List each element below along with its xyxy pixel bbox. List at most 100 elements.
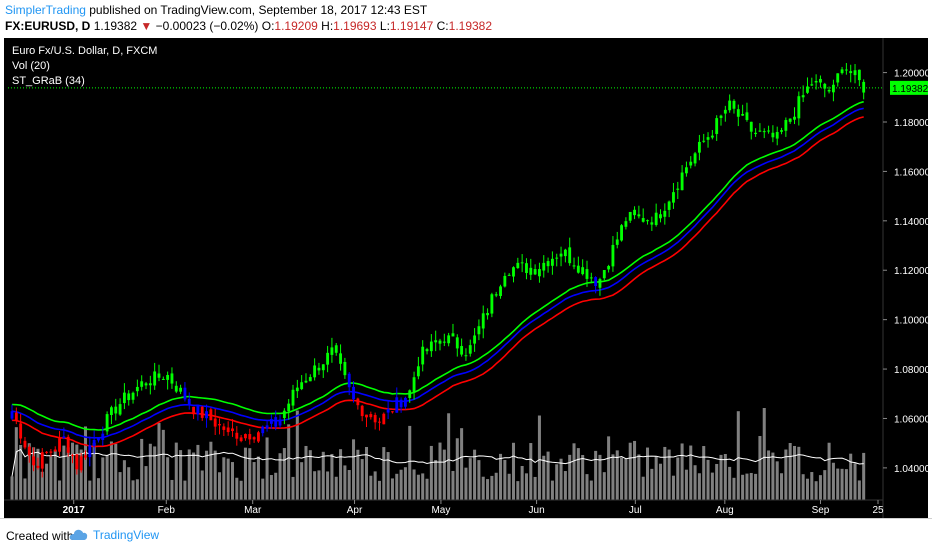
volume-bar — [308, 450, 312, 500]
volume-bar — [144, 466, 148, 500]
candle-body — [157, 373, 161, 378]
candle-body — [516, 262, 520, 269]
tradingview-brand[interactable]: TradingView — [93, 528, 160, 542]
candle-body — [477, 326, 481, 335]
volume-bar — [646, 447, 650, 500]
volume-bar — [576, 448, 580, 500]
candle-body — [36, 465, 40, 468]
volume-bar — [792, 445, 797, 500]
candle-body — [706, 137, 710, 140]
candle-body — [581, 267, 585, 275]
author-link[interactable]: SimplerTrading — [5, 3, 86, 17]
volume-bar — [559, 458, 563, 500]
volume-bar — [105, 455, 109, 500]
candle-body — [646, 220, 649, 222]
volume-bar — [524, 473, 528, 500]
volume-bar — [607, 436, 611, 500]
candle-body — [14, 412, 18, 422]
price-chart[interactable]: 1.20000 1.18000 1.16000 1.14000 1.12000 1.100… — [4, 38, 928, 518]
candle-body — [546, 261, 550, 267]
volume-bar — [313, 471, 317, 500]
candle-body — [602, 270, 606, 279]
volume-bar — [667, 449, 671, 500]
x-tick-label: Jul — [629, 505, 642, 516]
candle-body — [386, 408, 390, 413]
volume-bar — [408, 425, 412, 500]
volume-bar — [321, 451, 325, 500]
volume-bar — [728, 466, 732, 500]
low-label: L: — [379, 19, 390, 33]
volume-bar — [477, 460, 481, 500]
candle-body — [92, 439, 96, 446]
candle-body — [10, 411, 14, 419]
legend-indicator[interactable]: ST_GRaB (34) — [12, 75, 85, 87]
volume-bar — [49, 456, 53, 500]
candle-body — [53, 449, 57, 452]
candle-body — [659, 214, 662, 219]
volume-bar — [291, 476, 295, 500]
candle-body — [460, 346, 464, 355]
candle-body — [771, 132, 775, 138]
volume-bar — [784, 449, 788, 500]
candle-body — [153, 371, 157, 386]
candle-body — [105, 414, 109, 432]
created-with-label: Created with — [6, 529, 74, 543]
candle-body — [736, 109, 740, 117]
candle-body — [455, 337, 459, 349]
volume-bar — [278, 453, 282, 500]
last-price-label: 1.19382 — [892, 84, 928, 95]
volume-bar — [451, 470, 455, 500]
volume-bar — [71, 442, 75, 500]
volume-bar — [416, 474, 420, 500]
candle-body — [572, 265, 576, 267]
grab-high-ma-line — [11, 100, 864, 431]
volume-bar — [196, 444, 200, 500]
legend-volume[interactable]: Vol (20) — [12, 60, 50, 72]
tradingview-logo[interactable]: TradingView — [69, 528, 159, 542]
volume-bar — [179, 450, 183, 500]
candle-body — [239, 437, 243, 442]
open-value: 1.19209 — [274, 19, 318, 33]
candle-body — [23, 440, 27, 448]
candle-body — [131, 392, 135, 400]
volume-bar — [218, 472, 222, 500]
candle-body — [793, 116, 796, 120]
volume-bar — [166, 457, 170, 500]
candle-body — [507, 274, 511, 276]
candle-body — [295, 387, 299, 392]
candle-body — [365, 414, 368, 418]
candle-body — [213, 418, 217, 427]
candle-body — [244, 434, 247, 439]
candle-body — [836, 73, 840, 83]
volume-ma-line — [11, 448, 864, 477]
candle-body — [256, 432, 260, 442]
candle-body — [101, 433, 105, 440]
candle-body — [702, 140, 706, 142]
candle-body — [308, 377, 312, 382]
candle-body — [684, 167, 688, 174]
volume-bar — [174, 442, 178, 500]
volume-bar — [797, 446, 801, 500]
candle-body — [425, 349, 429, 352]
volume-bar — [767, 450, 771, 500]
volume-bar — [831, 462, 835, 500]
volume-bar — [684, 469, 688, 500]
candle-body — [831, 84, 835, 93]
candle-body — [473, 335, 477, 344]
volume-bar — [499, 453, 503, 500]
candle-body — [274, 417, 278, 427]
candle-body — [408, 390, 412, 398]
volume-bar — [373, 471, 377, 500]
candle-body — [218, 424, 221, 426]
y-tick-label: 1.06000 — [894, 414, 928, 425]
x-tick-label: Jun — [529, 505, 545, 516]
chart-area[interactable]: 1.20000 1.18000 1.16000 1.14000 1.12000 1.100… — [4, 38, 928, 518]
candle-body — [637, 214, 641, 217]
volume-bar — [261, 478, 265, 500]
volume-bar — [710, 472, 714, 500]
volume-bar — [248, 448, 252, 500]
symbol-label[interactable]: FX:EURUSD, D — [5, 19, 91, 33]
x-tick-label: Aug — [716, 505, 734, 516]
candle-body — [429, 341, 433, 352]
high-label: H: — [321, 19, 334, 33]
